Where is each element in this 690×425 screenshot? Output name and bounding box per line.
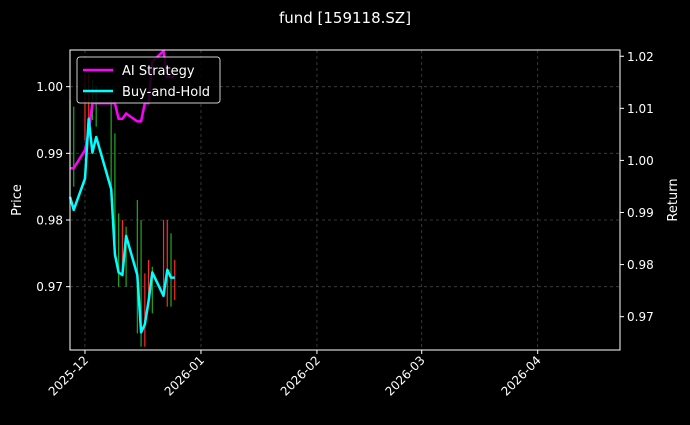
- series-line-buy-and-hold: [68, 117, 175, 334]
- plot-frame: [69, 49, 621, 351]
- y-tick-label: 0.98: [36, 214, 63, 228]
- y-axis-left-label: Price: [10, 184, 25, 216]
- y-right-tick-label: 0.98: [627, 258, 654, 272]
- legend-label-buy-and-hold: Buy-and-Hold: [122, 85, 210, 100]
- y-right-tick-label: 0.99: [627, 206, 654, 220]
- y-right-tick-label: 1.02: [627, 50, 654, 64]
- y-tick-label: 0.99: [36, 147, 63, 161]
- y-tick-label: 1.00: [36, 80, 63, 94]
- y-axis-right-ticks: 0.97 0.98 0.99 1.00 1.01 1.02: [620, 50, 654, 324]
- y-axis-left-ticks: 0.97 0.98 0.99 1.00: [36, 80, 70, 294]
- y-axis-right-label: Return: [666, 178, 681, 221]
- y-right-tick-label: 1.01: [627, 102, 654, 116]
- chart-title: fund [159118.SZ]: [279, 9, 411, 27]
- y-right-tick-label: 1.00: [627, 154, 654, 168]
- y-right-tick-label: 0.97: [627, 310, 654, 324]
- series-layer: [68, 49, 175, 334]
- y-tick-label: 0.97: [36, 280, 63, 294]
- legend: AI Strategy Buy-and-Hold: [76, 56, 221, 104]
- legend-label-ai-strategy: AI Strategy: [122, 64, 195, 79]
